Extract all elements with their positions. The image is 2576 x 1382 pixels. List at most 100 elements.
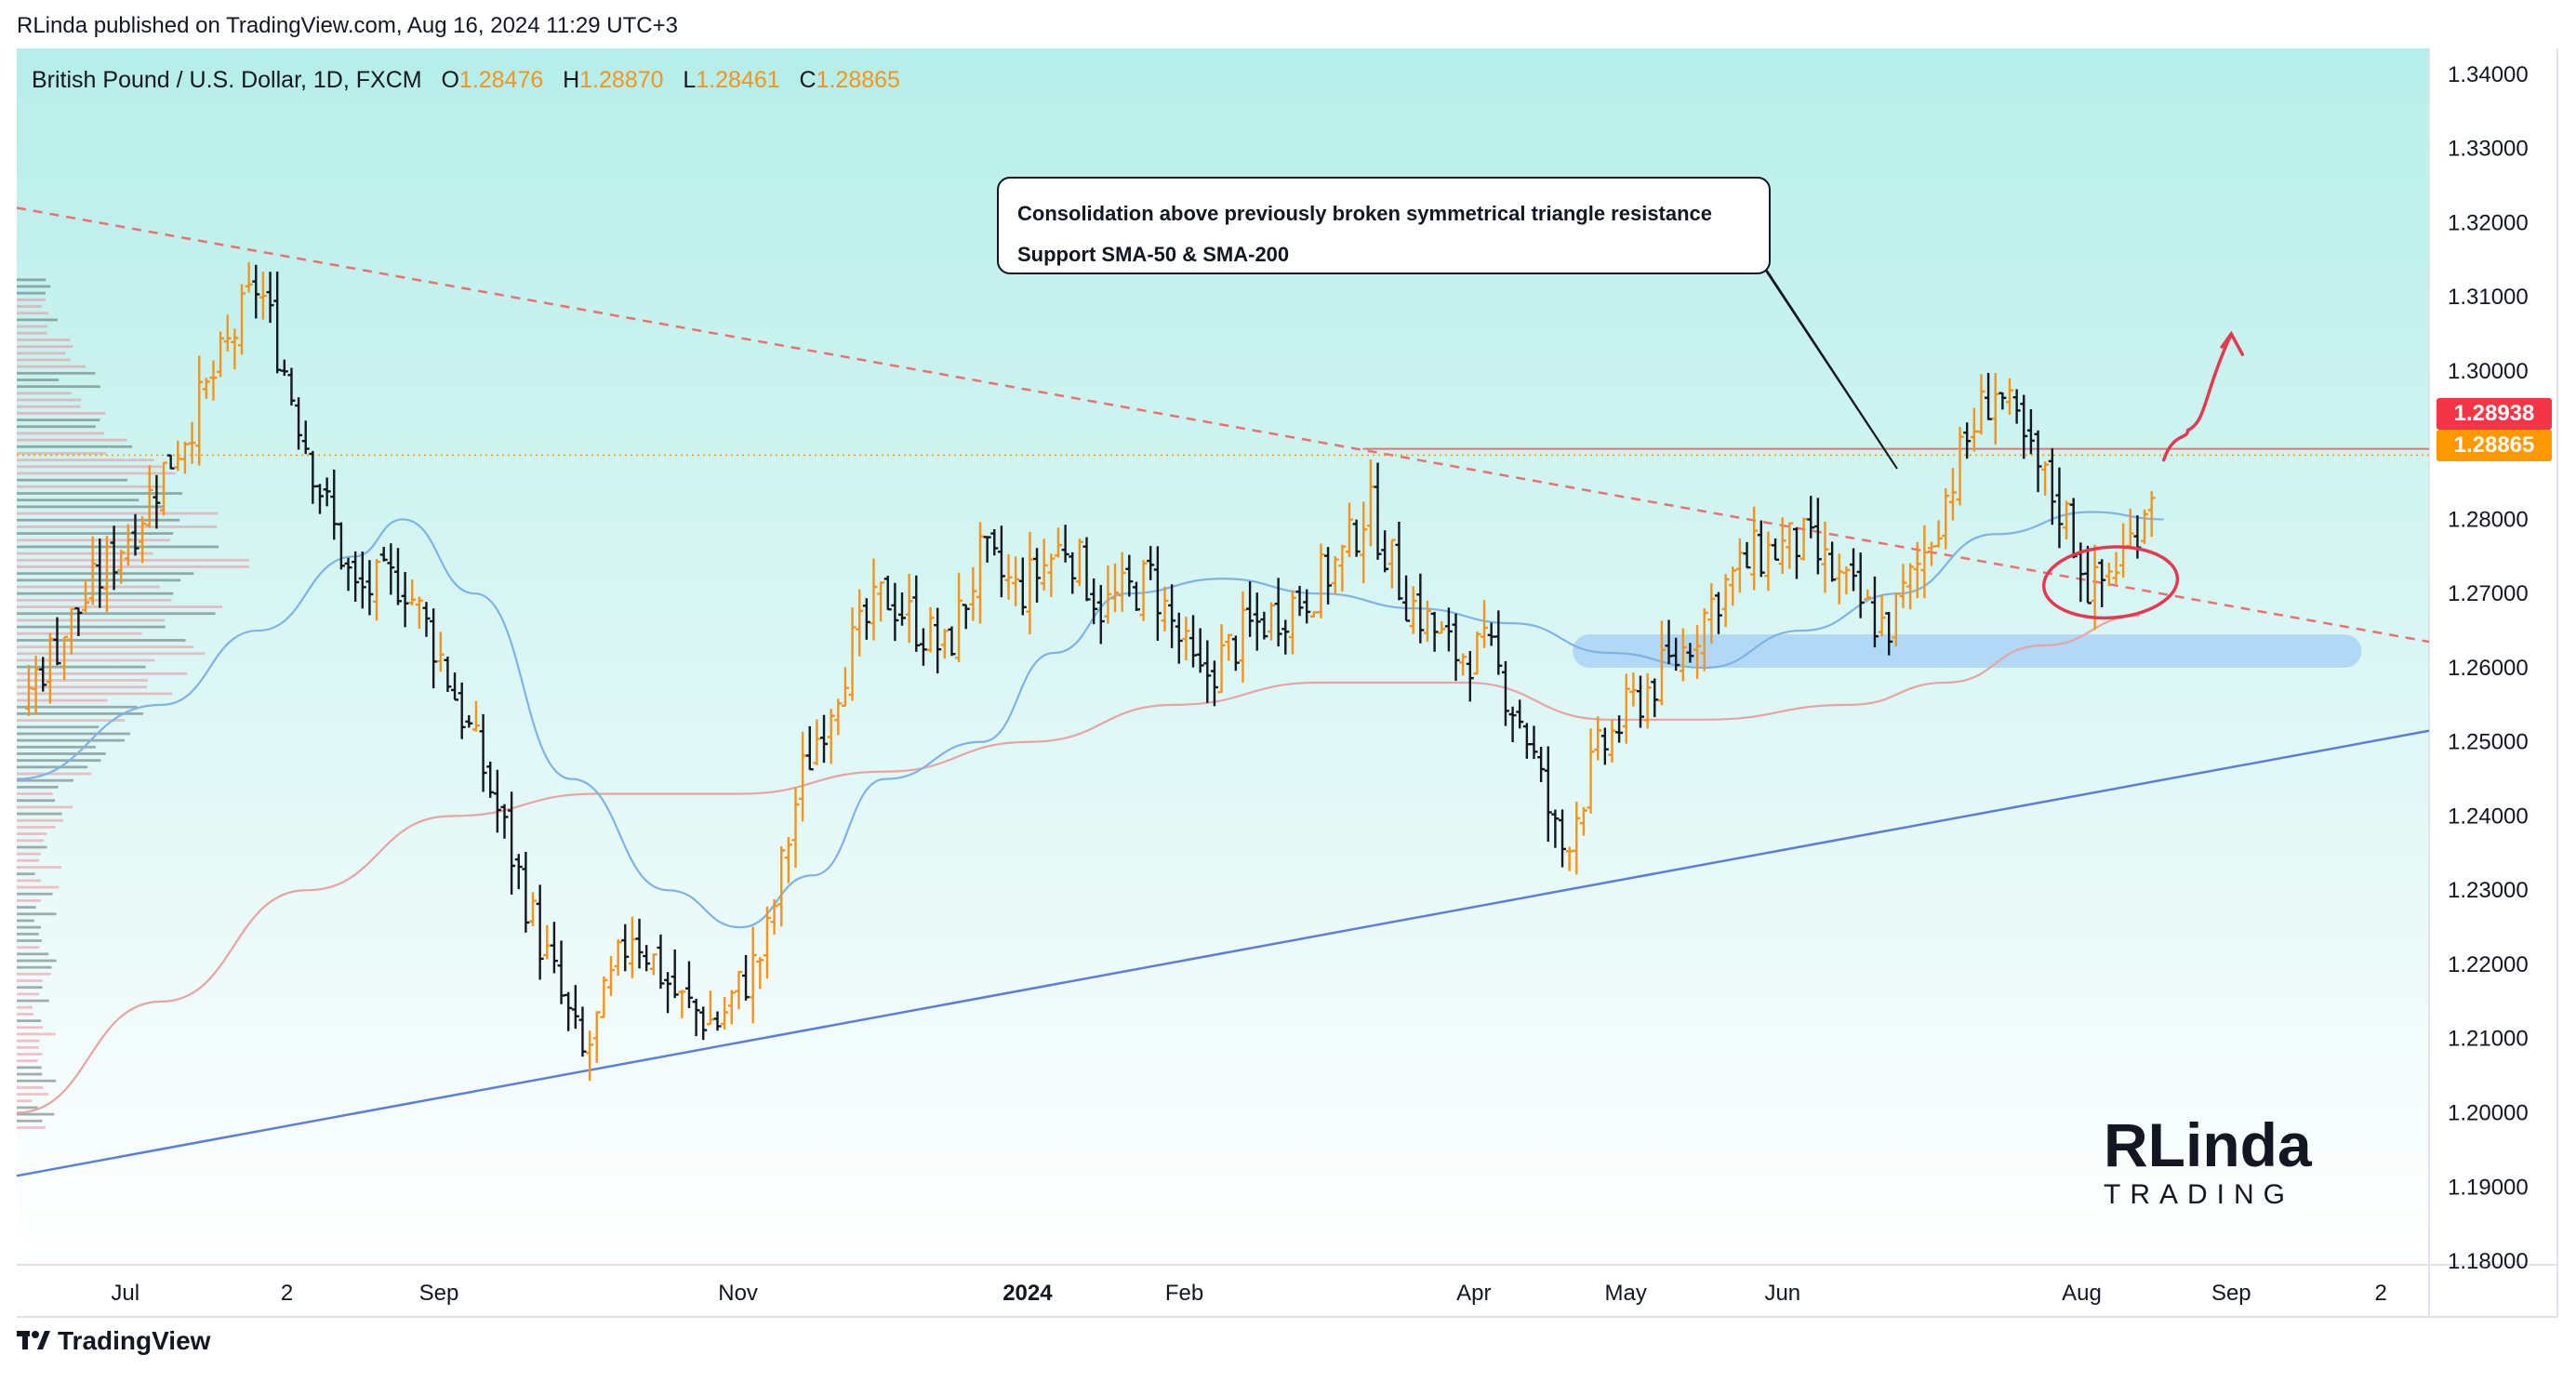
ohlc-bar [1892,592,1900,647]
ohlc-bar [444,657,452,693]
volume-profile-bar [17,1013,34,1016]
ohlc-bar [1494,610,1503,675]
ohlc-bar [266,272,274,324]
price-label-current[interactable]: 1.28865 [2437,430,2552,461]
ohlc-bar [990,529,999,556]
volume-profile-bar [17,778,73,782]
ohlc-bar [1423,600,1431,643]
ohlc-bar [1906,563,1915,610]
volume-profile-bar [17,1106,38,1110]
ohlc-bar [657,934,665,990]
volume-profile-bar [17,652,206,656]
ohlc-bar [166,454,175,470]
ohlc-bar [1885,612,1893,656]
ohlc-bar [1104,565,1112,624]
ohlc-bar [621,924,630,972]
ohlc-bar [564,991,573,1031]
ohlc-bar [1850,548,1858,591]
volume-profile-bar [17,512,219,515]
ohlc-bar [1772,538,1780,561]
ohlc-bar [550,922,558,974]
ohlc-bar [1033,548,1042,603]
volume-profile-bar [17,898,42,902]
price-axis: 1.340001.330001.320001.310001.300001.290… [2448,62,2529,1274]
ohlc-bar [401,572,409,628]
ohlc-bar [139,516,147,564]
volume-profile-bar [17,705,138,709]
ohlc-bar [1147,546,1155,580]
ohlc-bar [1657,620,1666,706]
ohlc-bar [2141,509,2149,544]
publisher-header: RLinda published on TradingView.com, Aug… [17,13,678,38]
tradingview-footer[interactable]: TradingView [17,1326,210,1356]
volume-profile-bar [17,719,126,722]
ohlc-bar [1579,806,1587,836]
volume-profile-bar [17,912,57,916]
volume-profile-bar [17,919,34,923]
volume-profile-bar [17,799,56,803]
ohlc-bar [827,709,835,764]
ohlc-bar [422,602,431,637]
ohlc-bar [727,990,736,1025]
low-value: 1.28461 [696,67,780,93]
ohlc-bar [1040,538,1048,591]
ohlc-bar [926,606,935,653]
ohlc-bar [883,576,892,611]
volume-profile-bar [17,298,46,301]
volume-profile-bar [17,331,47,335]
open-value: 1.28476 [458,67,544,93]
ohlc-bar [110,525,118,591]
volume-profile-bar [17,625,166,629]
ohlc-bar [1082,537,1091,602]
ohlc-bar [238,284,246,355]
ohlc-bar [124,524,132,566]
price-label-red[interactable]: 1.28938 [2437,398,2552,430]
volume-profile-bar [17,692,173,696]
ohlc-bar [841,667,849,708]
volume-profile-bar [17,832,47,836]
ohlc-bar [231,328,239,370]
trend-lines-layer [16,206,2430,1177]
ohlc-bar [287,367,296,406]
volume-profile-bar [17,379,60,381]
volume-profile-bar [17,965,52,969]
ohlc-bar [1153,546,1162,642]
ohlc-bar [1913,541,1921,599]
ohlc-bar [252,264,260,319]
ohlc-bar [1345,502,1353,558]
ohlc-bar [174,440,182,472]
ohlc-bar [1991,372,1999,445]
ohlc-bar [393,548,402,605]
ohlc-bar [102,536,111,613]
ohlc-bar [834,698,843,736]
ohlc-bar [543,924,551,960]
volume-profile-bar [17,1099,33,1103]
ohlc-bar [1409,586,1417,634]
volume-profile-bar [17,1019,42,1023]
ohlc-bar [1985,372,1993,420]
x-tick-label: 2024 [1003,1281,1053,1306]
ohlc-legend: British Pound / U.S. Dollar, 1D, FXCM O1… [32,67,900,94]
volume-profile-bar [17,986,43,990]
ohlc-bar [46,632,54,704]
volume-profile-bar [17,585,160,589]
ohlc-bar [160,461,168,516]
ohlc-bar [2026,408,2035,455]
annotation-callout[interactable]: Consolidation above previously broken sy… [997,177,1771,274]
ohlc-bar [684,961,693,1008]
ohlc-bar [1977,374,1985,435]
volume-profile-bar [17,478,128,482]
ohlc-bar [365,560,374,616]
ohlc-bar [1729,566,1737,606]
ohlc-bar [635,918,644,969]
volume-profile-bar [17,639,186,642]
ohlc-bar [39,657,47,692]
ohlc-bar [1970,407,1978,452]
ohlc-bar [1587,728,1595,814]
volume-profile-bar [17,419,100,421]
volume-profile-bar [17,339,71,341]
volume-profile-bar [17,892,53,896]
ohlc-bar [1487,622,1495,646]
ohlc-bar [1948,468,1957,521]
ohlc-bar [2098,559,2106,607]
